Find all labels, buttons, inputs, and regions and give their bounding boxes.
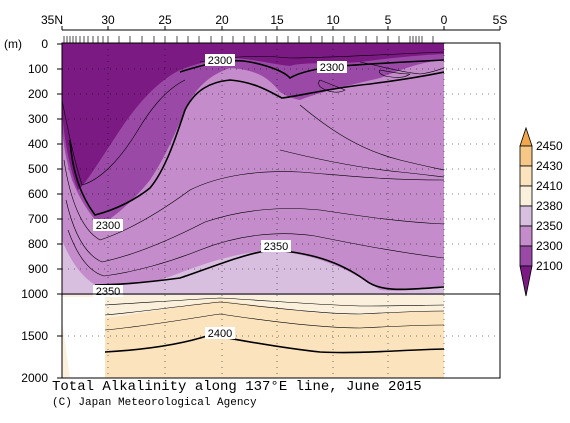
y-tick-label: 1500 xyxy=(21,329,48,343)
legend-swatch xyxy=(519,205,533,227)
x-tick-label: 20 xyxy=(215,13,229,27)
y-axis-ticks xyxy=(57,43,62,379)
legend-cap-bottom xyxy=(519,265,533,297)
chart-title: Total Alkalinity along 137°E line, June … xyxy=(52,379,422,395)
contour-minor-11 xyxy=(378,69,411,78)
legend-label: 2350 xyxy=(536,219,563,233)
contour-label: 2300 xyxy=(208,55,232,67)
contour-2400 xyxy=(104,334,444,354)
legend-swatch xyxy=(519,225,533,247)
contour-minor-4 xyxy=(67,229,444,277)
legend-swatch xyxy=(519,185,533,207)
y-tick-label: 800 xyxy=(28,237,48,251)
contour-minor-10 xyxy=(359,61,444,75)
legend-label: 2450 xyxy=(536,139,563,153)
x-axis-labels: 35N 30 25 20 15 10 5 0 5S xyxy=(41,13,507,27)
legend-label: 2410 xyxy=(536,179,563,193)
contour-label-group: 2300 2300 2300 2350 2350 2400 xyxy=(93,54,347,340)
contour-minor-7 xyxy=(104,297,444,307)
legend-swatch xyxy=(519,165,533,187)
contour-label: 2300 xyxy=(320,62,344,74)
y-tick-label: 900 xyxy=(28,262,48,276)
y-axis-unit: (m) xyxy=(4,37,22,51)
contour-minor-5 xyxy=(299,104,444,171)
section-fill xyxy=(62,43,444,378)
y-tick-label: 100 xyxy=(28,62,48,76)
y-tick-label: 0 xyxy=(41,37,48,51)
y-axis-labels: (m) 0 100 200 300 400 500 600 700 800 90… xyxy=(4,37,48,385)
legend-label: 2100 xyxy=(536,259,563,273)
legend-cap-top xyxy=(519,126,533,147)
y-tick-label: 300 xyxy=(28,112,48,126)
x-tick-label: 30 xyxy=(101,13,115,27)
y-tick-label: 200 xyxy=(28,87,48,101)
contour-label: 2350 xyxy=(264,241,288,253)
plot-border xyxy=(61,42,501,379)
station-ticks xyxy=(63,36,434,43)
x-tick-label: 35N xyxy=(41,13,63,27)
color-legend: 2450 2430 2410 2380 2350 2300 2100 xyxy=(519,126,563,297)
contour-minor-3 xyxy=(65,199,444,263)
contour-minor-8 xyxy=(104,301,444,316)
y-tick-label: 1000 xyxy=(21,287,48,301)
plot-frame xyxy=(61,42,501,379)
contour-minor-6 xyxy=(279,149,444,178)
contour-minor-9 xyxy=(104,313,444,331)
contour-label: 2350 xyxy=(96,286,120,298)
legend-swatch xyxy=(519,245,533,267)
x-tick-label: 10 xyxy=(326,13,340,27)
x-tick-label: 0 xyxy=(441,13,448,27)
x-tick-label: 5S xyxy=(493,13,508,27)
y-tick-label: 700 xyxy=(28,212,48,226)
x-axis-major-ticks xyxy=(61,26,501,31)
no-data-region xyxy=(62,297,105,378)
grid-lines xyxy=(62,43,500,378)
y-tick-label: 2000 xyxy=(21,371,48,385)
layer-2380-band xyxy=(105,300,444,378)
y-tick-label: 400 xyxy=(28,137,48,151)
legend-label: 2380 xyxy=(536,199,563,213)
contour-label: 2400 xyxy=(208,328,232,340)
core-band-2300 xyxy=(62,43,444,225)
y-tick-label: 600 xyxy=(28,187,48,201)
contour-label: 2300 xyxy=(96,220,120,232)
legend-swatch xyxy=(519,145,533,167)
legend-label: 2300 xyxy=(536,239,563,253)
x-tick-label: 5 xyxy=(385,13,392,27)
x-tick-label: 15 xyxy=(270,13,284,27)
chart-credit: (C) Japan Meteorological Agency xyxy=(52,397,257,409)
legend-label: 2430 xyxy=(536,159,563,173)
contour-minor-2 xyxy=(63,159,444,241)
contour-2300-main xyxy=(69,71,444,216)
y-tick-label: 500 xyxy=(28,162,48,176)
core-band-2100 xyxy=(62,43,444,190)
x-tick-label: 25 xyxy=(158,13,172,27)
